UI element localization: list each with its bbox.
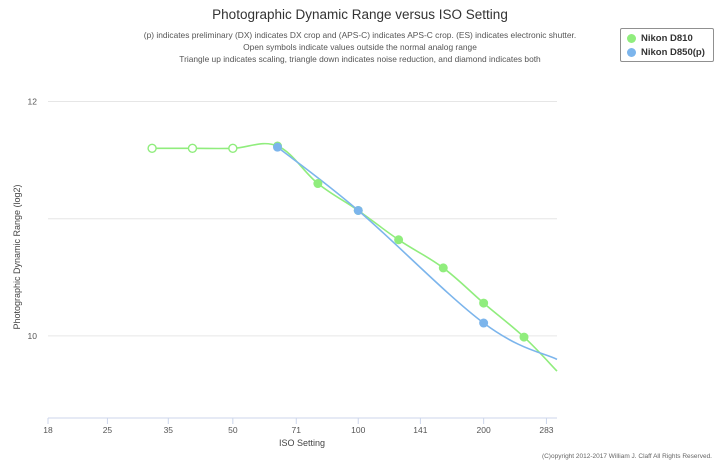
y-axis-label: Photographic Dynamic Range (log2) (12, 184, 22, 329)
legend: Nikon D810 Nikon D850(p) (620, 28, 714, 62)
series-line-1 (277, 146, 558, 361)
data-point-0[interactable] (228, 143, 238, 154)
chart-title: Photographic Dynamic Range versus ISO Se… (212, 7, 508, 22)
x-tick-label: 283 (539, 425, 553, 435)
data-point-0[interactable] (519, 332, 529, 342)
data-point-0[interactable] (147, 143, 157, 154)
x-tick-label: 35 (164, 425, 174, 435)
data-point-0[interactable] (438, 263, 448, 273)
x-tick-label: 100 (351, 425, 365, 435)
legend-item-nikon-d810[interactable]: Nikon D810 (627, 31, 693, 45)
chart-subtitle-line-2: Open symbols indicate values outside the… (243, 42, 477, 52)
data-point-0[interactable] (313, 179, 323, 189)
legend-label: Nikon D850(p) (641, 46, 705, 58)
x-tick-label: 25 (103, 425, 113, 435)
data-point-1[interactable] (272, 142, 282, 152)
data-point-0[interactable] (479, 298, 489, 308)
series-lines (152, 142, 558, 372)
axes: 10 12 18 25 35 50 71 100 141 200 283 (28, 96, 557, 435)
credits: (C)opyright 2012-2017 William J. Claff A… (542, 453, 712, 460)
data-point-1[interactable] (353, 205, 363, 215)
x-axis-label: ISO Setting (279, 438, 325, 448)
data-point-1[interactable] (479, 318, 489, 328)
x-tick-label: 200 (477, 425, 491, 435)
data-point-0[interactable] (394, 235, 404, 245)
legend-label: Nikon D810 (641, 32, 693, 44)
y-tick-label: 12 (28, 96, 38, 106)
chart-subtitle-line-3: Triangle up indicates scaling, triangle … (179, 54, 541, 64)
y-tick-label: 10 (28, 331, 38, 341)
x-tick-label: 141 (413, 425, 427, 435)
legend-marker-icon (627, 47, 636, 57)
x-tick-label: 50 (228, 425, 238, 435)
data-point-0[interactable] (187, 143, 198, 154)
legend-marker-icon (627, 33, 636, 43)
grid-lines (48, 100, 557, 337)
x-tick-label: 18 (43, 425, 53, 435)
series-markers (147, 141, 529, 342)
series-line-0 (152, 142, 558, 372)
chart-subtitle-line-1: (p) indicates preliminary (DX) indicates… (144, 30, 576, 40)
x-tick-label: 71 (292, 425, 302, 435)
legend-item-nikon-d850[interactable]: Nikon D850(p) (627, 45, 705, 59)
